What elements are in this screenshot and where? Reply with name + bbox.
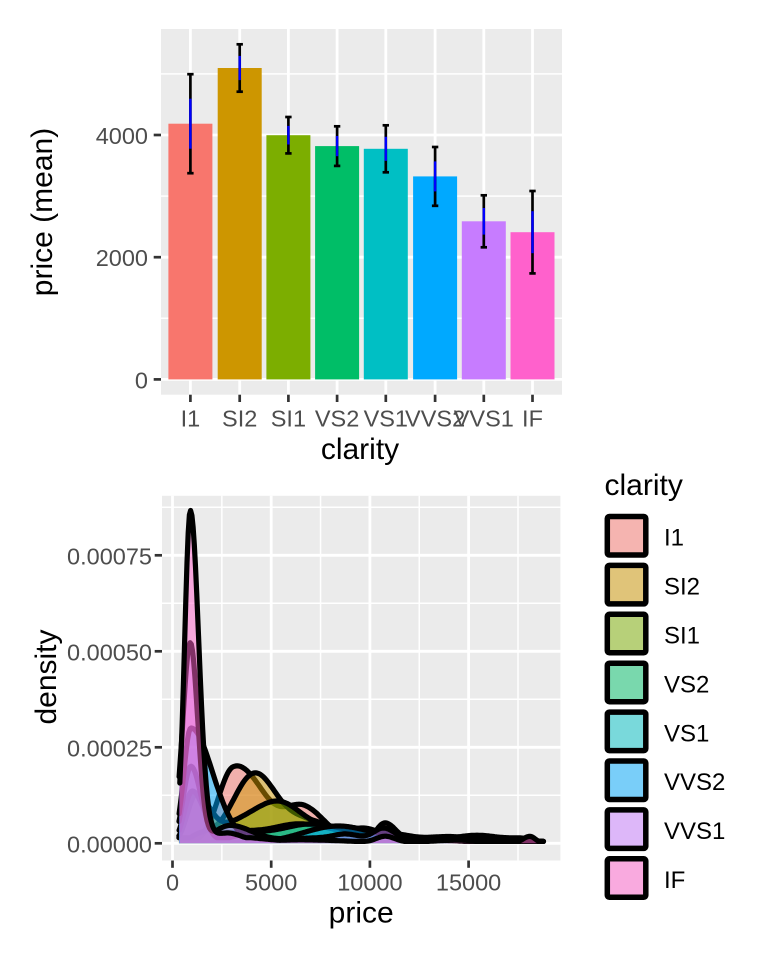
svg-text:I1: I1 xyxy=(181,406,201,432)
svg-text:5000: 5000 xyxy=(245,870,297,896)
svg-text:density: density xyxy=(30,629,63,724)
svg-text:SI1: SI1 xyxy=(271,406,306,432)
svg-text:0.00050: 0.00050 xyxy=(67,639,152,665)
svg-text:clarity: clarity xyxy=(321,433,399,466)
svg-text:price: price xyxy=(329,897,394,930)
svg-text:0.00025: 0.00025 xyxy=(67,735,152,761)
svg-text:IF: IF xyxy=(664,867,685,894)
svg-text:VVS2: VVS2 xyxy=(664,769,725,796)
svg-text:4000: 4000 xyxy=(96,123,148,149)
svg-text:VVS1: VVS1 xyxy=(664,818,725,845)
svg-text:SI2: SI2 xyxy=(222,406,257,432)
svg-text:2000: 2000 xyxy=(96,245,148,271)
svg-text:VVS1: VVS1 xyxy=(454,406,514,432)
svg-text:VS2: VS2 xyxy=(315,406,359,432)
svg-text:SI2: SI2 xyxy=(664,574,700,601)
svg-text:VVS2: VVS2 xyxy=(405,406,465,432)
svg-text:10000: 10000 xyxy=(337,870,402,896)
svg-text:0.00075: 0.00075 xyxy=(67,543,152,569)
svg-text:SI1: SI1 xyxy=(664,623,700,650)
svg-text:0: 0 xyxy=(135,367,148,393)
svg-text:0: 0 xyxy=(166,870,179,896)
svg-text:VS1: VS1 xyxy=(664,720,709,747)
svg-text:0.00000: 0.00000 xyxy=(67,831,152,857)
svg-text:I1: I1 xyxy=(664,525,684,552)
svg-text:15000: 15000 xyxy=(436,870,501,896)
svg-text:IF: IF xyxy=(522,406,543,432)
svg-text:VS1: VS1 xyxy=(364,406,408,432)
svg-text:clarity: clarity xyxy=(605,469,683,502)
svg-text:VS2: VS2 xyxy=(664,671,709,698)
svg-text:price (mean): price (mean) xyxy=(26,128,59,296)
